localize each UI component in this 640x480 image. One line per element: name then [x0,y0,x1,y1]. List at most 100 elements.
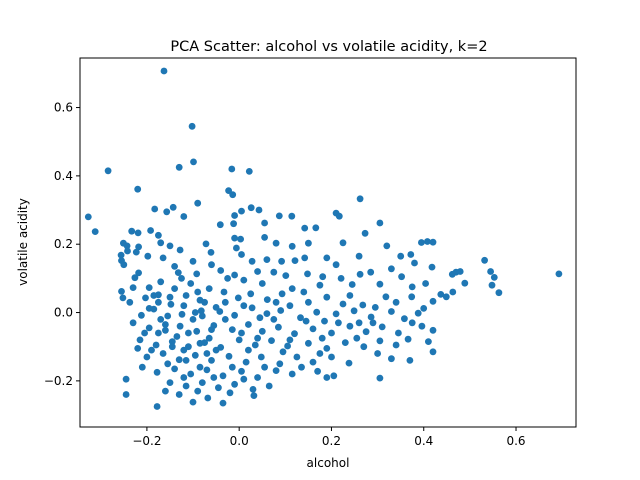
x-tick-label: 0.6 [506,434,525,448]
data-point-15 [255,206,263,214]
data-point-258 [355,319,363,327]
data-point-186 [159,350,167,357]
data-point-113 [220,288,228,296]
data-point-259 [371,304,379,311]
data-point-223 [189,398,197,406]
data-point-31 [261,219,268,227]
data-point-264 [205,334,213,342]
data-point-100 [398,273,405,281]
data-point-274 [369,319,377,327]
data-point-245 [388,265,395,273]
data-point-191 [242,358,250,366]
y-tick-label: 0.0 [54,306,73,320]
data-point-82 [495,289,503,297]
data-point-262 [173,333,181,340]
data-point-302 [168,343,176,351]
data-point-27 [147,227,155,234]
data-point-85 [129,284,137,291]
y-tick-label: 0.2 [54,237,73,251]
data-point-182 [392,341,400,349]
data-point-269 [286,336,294,344]
data-point-6 [245,168,253,175]
data-point-131 [164,312,172,320]
data-point-70 [323,254,331,262]
data-point-66 [263,256,271,263]
data-point-275 [148,346,155,354]
data-point-161 [362,328,370,336]
data-point-36 [312,224,320,232]
data-point-122 [382,293,390,301]
data-point-295 [180,302,188,310]
data-point-190 [225,352,233,360]
data-point-42 [202,240,210,248]
y-tick-label: 0.4 [54,169,73,183]
data-point-286 [162,387,169,395]
data-point-48 [305,239,312,247]
data-point-146 [414,309,422,317]
data-point-43 [231,234,239,242]
data-point-285 [316,350,324,357]
data-point-177 [305,339,312,347]
data-point-141 [332,310,340,318]
data-point-133 [197,307,205,315]
data-point-273 [353,334,361,342]
data-point-251 [240,302,248,310]
data-point-176 [284,342,291,350]
data-point-132 [178,310,186,318]
data-point-46 [272,239,280,247]
data-point-56 [117,251,125,259]
x-tick-label: 0.4 [414,434,433,448]
data-point-88 [193,270,201,278]
data-point-194 [293,353,301,361]
data-point-4 [104,167,112,175]
data-point-210 [314,367,321,375]
data-point-150 [176,322,184,330]
data-point-115 [247,290,255,298]
data-point-136 [248,304,256,312]
data-point-299 [203,350,211,357]
data-point-206 [238,367,245,375]
data-point-159 [328,329,335,337]
data-point-266 [238,329,245,337]
data-point-219 [265,382,273,390]
data-point-22 [376,219,384,227]
data-point-19 [356,195,364,203]
x-tick-label: 0.2 [322,434,341,448]
data-point-64 [118,257,125,264]
data-point-128 [119,294,127,302]
data-point-169 [168,338,176,345]
data-point-84 [135,269,143,277]
data-point-175 [268,337,275,344]
data-point-293 [162,321,169,328]
data-point-279 [212,346,220,354]
data-point-200 [138,363,146,371]
data-point-199 [388,355,395,363]
data-point-234 [171,263,179,270]
data-point-218 [249,386,257,393]
data-point-241 [316,281,324,289]
data-point-282 [261,363,268,371]
data-point-47 [288,242,296,250]
data-point-53 [429,238,437,246]
data-point-309 [212,304,220,311]
data-point-272 [335,319,342,327]
data-point-121 [359,301,367,309]
data-point-179 [341,339,349,346]
data-point-23 [84,213,92,221]
data-point-166 [429,326,437,334]
data-point-58 [132,248,140,256]
data-point-226 [250,392,258,399]
data-point-235 [189,257,197,265]
data-point-34 [361,229,369,237]
x-tick-label: −0.2 [132,434,161,448]
data-point-250 [221,298,229,306]
data-point-162 [378,323,386,331]
data-point-254 [286,302,294,310]
data-point-60 [176,246,184,254]
data-point-135 [231,311,239,319]
data-point-91 [240,276,248,284]
data-point-127 [118,288,125,295]
data-point-143 [367,313,375,321]
data-point-255 [305,298,312,306]
data-point-283 [279,348,287,356]
